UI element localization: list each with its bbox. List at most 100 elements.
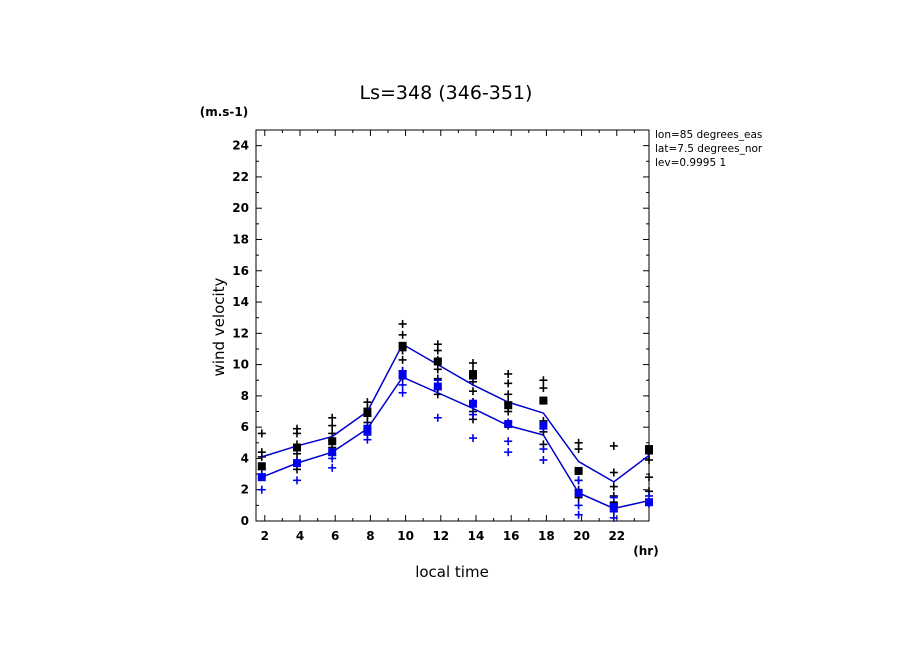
- cross-marker: [469, 387, 478, 396]
- cross-marker: [574, 445, 583, 454]
- cross-marker: [328, 463, 337, 472]
- series-line: [261, 343, 650, 483]
- square-marker: [504, 401, 513, 410]
- y-tick-label: 16: [232, 264, 249, 278]
- x-tick-label: 8: [366, 529, 374, 543]
- square-marker: [574, 466, 583, 475]
- square-marker: [257, 462, 266, 471]
- x-axis-label: local time: [415, 563, 489, 581]
- x-tick-label: 4: [296, 529, 304, 543]
- cross-marker: [574, 476, 583, 485]
- x-tick-label: 16: [503, 529, 520, 543]
- cross-marker: [609, 493, 618, 502]
- x-unit-label: (hr): [633, 544, 658, 558]
- x-tick-label: 6: [331, 529, 339, 543]
- square-marker: [469, 399, 478, 408]
- cross-marker: [539, 445, 548, 454]
- cross-marker: [433, 346, 442, 355]
- cross-marker: [609, 441, 618, 450]
- y-tick-label: 10: [232, 358, 249, 372]
- x-tick-label: 20: [573, 529, 590, 543]
- y-tick-label: 18: [232, 232, 249, 246]
- cross-marker: [257, 485, 266, 494]
- square-marker: [363, 409, 372, 418]
- square-marker: [609, 502, 618, 511]
- cross-marker: [645, 456, 653, 465]
- cross-marker: [293, 429, 302, 438]
- cross-marker: [574, 501, 583, 510]
- cross-marker: [504, 437, 513, 446]
- y-unit-label: (m.s-1): [200, 105, 249, 119]
- square-marker: [504, 420, 513, 429]
- x-tick-label: 14: [468, 529, 485, 543]
- cross-marker: [293, 476, 302, 485]
- plot-frame: [255, 129, 650, 522]
- chart-title: Ls=348 (346-351): [360, 82, 533, 104]
- square-marker: [328, 448, 337, 457]
- square-marker: [645, 498, 653, 507]
- y-tick-label: 20: [232, 201, 249, 215]
- y-tick-label: 0: [241, 514, 249, 528]
- cross-marker: [398, 330, 407, 339]
- x-tick-label: 10: [397, 529, 414, 543]
- info-lat: lat=7.5 degrees_nor: [655, 143, 763, 155]
- x-tick-label: 18: [538, 529, 555, 543]
- cross-marker: [257, 429, 266, 438]
- square-marker: [363, 426, 372, 435]
- cross-marker: [469, 410, 478, 419]
- square-marker: [328, 437, 337, 446]
- x-tick-label: 22: [608, 529, 625, 543]
- y-tick-label: 14: [232, 295, 249, 309]
- cross-marker: [539, 384, 548, 393]
- series-line: [261, 376, 650, 510]
- data-marks: [257, 319, 653, 522]
- cross-marker: [398, 319, 407, 328]
- y-tick-label: 4: [241, 451, 249, 465]
- y-axis-label: wind velocity: [210, 277, 228, 376]
- y-tick-label: 24: [232, 139, 249, 153]
- cross-marker: [328, 421, 337, 430]
- cross-marker: [539, 456, 548, 465]
- square-marker: [293, 443, 302, 452]
- cross-marker: [328, 413, 337, 422]
- square-marker: [398, 341, 407, 350]
- square-marker: [539, 396, 548, 405]
- cross-marker: [504, 379, 513, 388]
- cross-marker: [645, 473, 653, 482]
- cross-marker: [469, 434, 478, 443]
- square-marker: [433, 357, 442, 366]
- y-tick-label: 22: [232, 170, 249, 184]
- square-marker: [469, 371, 478, 380]
- cross-marker: [398, 380, 407, 389]
- square-marker: [257, 473, 266, 482]
- info-lev: lev=0.9995 1: [655, 157, 726, 169]
- cross-marker: [574, 510, 583, 519]
- cross-marker: [609, 468, 618, 477]
- cross-marker: [433, 365, 442, 374]
- cross-marker: [609, 513, 618, 522]
- cross-marker: [504, 448, 513, 457]
- square-marker: [645, 445, 653, 454]
- cross-marker: [363, 435, 372, 444]
- square-marker: [574, 488, 583, 497]
- y-tick-label: 6: [241, 420, 249, 434]
- cross-marker: [539, 376, 548, 385]
- cross-marker: [433, 413, 442, 422]
- square-marker: [293, 459, 302, 468]
- cross-marker: [398, 388, 407, 397]
- cross-marker: [504, 369, 513, 378]
- y-tick-label: 8: [241, 389, 249, 403]
- info-lon: lon=85 degrees_eas: [655, 129, 762, 141]
- cross-marker: [398, 355, 407, 364]
- cross-marker: [469, 359, 478, 368]
- square-marker: [398, 371, 407, 380]
- y-tick-label: 2: [241, 483, 249, 497]
- square-marker: [433, 382, 442, 391]
- cross-marker: [504, 390, 513, 399]
- x-tick-label: 12: [432, 529, 449, 543]
- square-marker: [539, 421, 548, 430]
- x-tick-label: 2: [261, 529, 269, 543]
- cross-marker: [609, 482, 618, 491]
